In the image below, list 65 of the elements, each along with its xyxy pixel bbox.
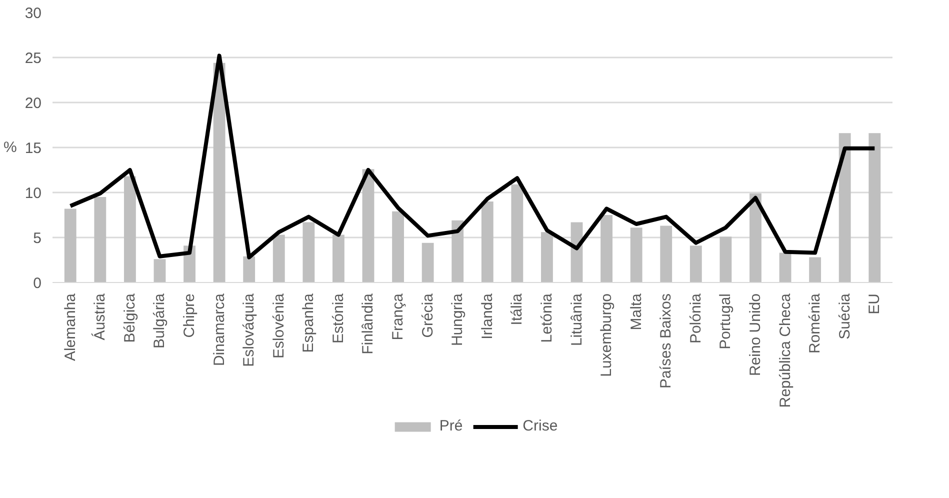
x-tick-label: Espanha — [300, 292, 318, 353]
bar — [243, 256, 256, 282]
y-tick-label: 0 — [33, 275, 42, 292]
x-tick-label: Alemanha — [62, 292, 79, 362]
bar — [452, 220, 464, 282]
bar — [422, 242, 434, 282]
y-tick-label: 20 — [24, 95, 42, 112]
x-tick-label: Lituânia — [568, 292, 586, 346]
x-tick-label: Reino Unido — [746, 293, 764, 376]
x-tick-label: Dinamarca — [210, 292, 228, 366]
bar — [124, 176, 136, 282]
x-tick-label: Bélgica — [121, 292, 138, 343]
bar — [660, 226, 672, 282]
x-tick-label: Polónia — [687, 292, 704, 344]
legend-label: Crise — [522, 418, 558, 434]
x-tick-label: Roménia — [806, 292, 824, 354]
y-tick-label: 10 — [24, 185, 42, 202]
x-tick-label: Luxemburgo — [598, 293, 616, 377]
x-tick-label: EU — [866, 293, 884, 314]
y-tick-label: 25 — [24, 50, 42, 67]
y-tick-label: 30 — [24, 5, 42, 22]
bar — [272, 234, 285, 282]
bar — [750, 193, 762, 282]
x-tick-label: República Checa — [776, 292, 794, 408]
bar — [213, 62, 226, 282]
x-tick-label: Estónia — [330, 292, 347, 344]
x-tick-label: França — [390, 292, 407, 340]
x-tick-label: Eslovénia — [270, 292, 288, 359]
bar — [511, 184, 524, 282]
bar — [154, 259, 166, 282]
bar — [362, 169, 374, 282]
bar — [600, 215, 612, 282]
bar — [809, 257, 822, 282]
x-tick-label: Suécia — [836, 292, 854, 340]
x-tick-label: Países Baixos — [658, 294, 675, 389]
bar — [779, 252, 792, 282]
x-tick-label: Chipre — [181, 294, 198, 338]
y-axis-title: % — [3, 139, 17, 156]
x-tick-label: Letónia — [538, 292, 556, 343]
x-tick-label: Irlanda — [478, 292, 496, 340]
x-tick-label: Portugal — [717, 293, 734, 350]
x-tick-label: Itália — [508, 292, 526, 326]
legend-label: Pré — [439, 418, 463, 434]
bar — [838, 133, 851, 282]
y-tick-label: 5 — [33, 230, 42, 247]
bar — [720, 236, 732, 282]
bar — [690, 246, 702, 282]
y-tick-label: 15 — [24, 140, 42, 157]
x-tick-label: Hungria — [449, 292, 466, 346]
line-series — [68, 54, 877, 260]
bar — [64, 208, 76, 282]
x-tick-label: Finlândia — [360, 292, 377, 354]
x-tick-label: Malta — [628, 292, 645, 330]
bar — [541, 232, 553, 282]
x-tick-label: Bulgária — [151, 292, 168, 349]
x-tick-label: Áustria — [90, 292, 109, 340]
x-tick-label: Grécia — [419, 292, 436, 338]
bar — [302, 222, 315, 282]
bar — [868, 133, 881, 282]
bar — [630, 228, 642, 282]
bar — [481, 202, 494, 282]
x-tick-label: Eslováquia — [240, 292, 258, 367]
bar — [392, 211, 404, 282]
bar — [94, 197, 106, 282]
bar — [332, 234, 344, 282]
